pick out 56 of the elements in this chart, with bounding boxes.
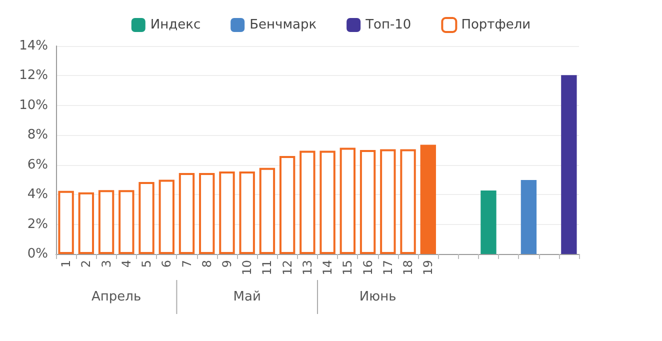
legend-label: Топ-10 (364, 18, 412, 32)
bar (78, 192, 94, 254)
x-tick-label: 7 (180, 260, 194, 268)
y-tick-label: 4% (27, 187, 48, 202)
bar (98, 190, 114, 254)
x-tick-label: 1 (59, 260, 74, 268)
text: Июнь (359, 290, 396, 304)
x-tick-label: 8 (200, 260, 214, 268)
bar (480, 190, 496, 254)
bar (561, 75, 577, 254)
bar (520, 180, 537, 254)
x-tick-label: 3 (99, 260, 114, 268)
x-tick-label: 9 (220, 260, 234, 268)
x-tick-label: 17 (380, 260, 395, 276)
bar (279, 156, 296, 254)
x-tick-label: 18 (401, 260, 416, 276)
y-tick-label: 12% (19, 68, 48, 84)
bar (219, 172, 235, 254)
legend-label: Бенчмарк (250, 18, 317, 32)
bar (178, 173, 195, 254)
bar (380, 149, 396, 254)
bar (340, 148, 356, 254)
x-tick-label: 16 (360, 260, 375, 276)
x-tick-label: 11 (260, 260, 274, 276)
bar (420, 144, 436, 254)
bar (259, 168, 276, 254)
bar (118, 190, 134, 254)
x-tick-label: 13 (300, 260, 314, 276)
y-tick-label: 14% (19, 38, 48, 54)
text: Май (233, 290, 261, 304)
bar (360, 150, 376, 254)
x-tick-label: 10 (240, 260, 254, 276)
bar (58, 190, 74, 254)
x-tick-label: 12 (280, 260, 294, 276)
x-tick-label: 19 (421, 260, 436, 276)
bar (320, 150, 336, 254)
bar (199, 173, 215, 254)
y-tick-label: 10% (19, 98, 48, 113)
legend-label: Портфели (461, 18, 531, 32)
x-tick-label: 4 (119, 260, 134, 268)
bar (138, 182, 154, 254)
x-tick-label: 15 (340, 260, 355, 276)
y-tick-label: 6% (27, 157, 48, 172)
x-tick-label: 6 (160, 260, 174, 268)
bar (400, 149, 416, 254)
x-tick-label: 5 (140, 260, 154, 268)
x-tick-label: 14 (320, 260, 335, 276)
bar (158, 180, 174, 254)
text: Апрель (92, 290, 142, 304)
y-tick-label: 8% (27, 128, 48, 143)
bar (300, 150, 316, 254)
y-tick-label: 2% (27, 216, 48, 232)
y-tick-label: 0% (27, 246, 48, 262)
legend-label: Индекс (150, 18, 201, 32)
bar (239, 172, 255, 254)
x-tick-label: 2 (79, 260, 94, 268)
